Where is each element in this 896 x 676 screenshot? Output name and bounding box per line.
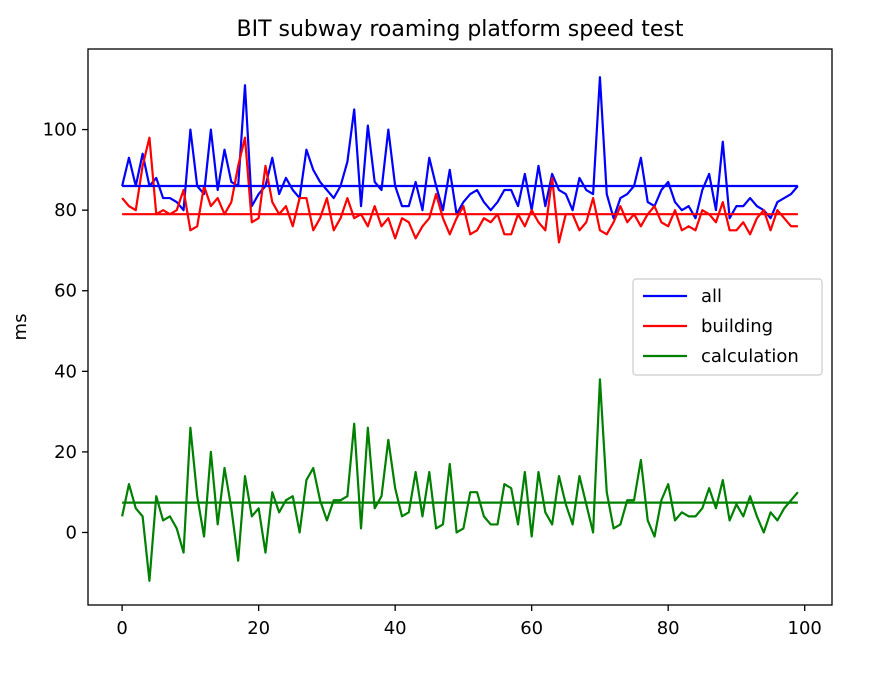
series-line-building: [121, 136, 798, 244]
y-tick-label: 40: [54, 361, 77, 382]
y-tick-label: 80: [54, 200, 77, 221]
x-tick-label: 60: [520, 618, 543, 639]
legend-label-building: building: [701, 316, 773, 337]
x-tick-label: 20: [247, 618, 270, 639]
legend-label-all: all: [701, 286, 722, 307]
chart-title: BIT subway roaming platform speed test: [237, 17, 684, 42]
y-axis: 0 20 40 60 80 100: [43, 120, 88, 543]
y-tick-label: 0: [66, 522, 77, 543]
x-axis: 0 20 40 60 80 100: [116, 605, 822, 639]
y-tick-label: 100: [43, 120, 77, 141]
x-tick-label: 100: [788, 618, 822, 639]
y-tick-label: 60: [54, 281, 77, 302]
legend-box: [632, 278, 823, 376]
legend: all building calculation: [632, 278, 823, 376]
plot-frame: [87, 48, 833, 606]
series-line-all: [121, 76, 799, 220]
y-axis-label: ms: [10, 314, 31, 341]
y-tick-label: 20: [54, 442, 77, 463]
x-tick-label: 0: [116, 618, 127, 639]
x-tick-label: 40: [384, 618, 407, 639]
series-line-calculation: [121, 378, 799, 582]
legend-label-calculation: calculation: [701, 346, 799, 367]
x-tick-label: 80: [657, 618, 680, 639]
series-layer: [121, 76, 799, 582]
